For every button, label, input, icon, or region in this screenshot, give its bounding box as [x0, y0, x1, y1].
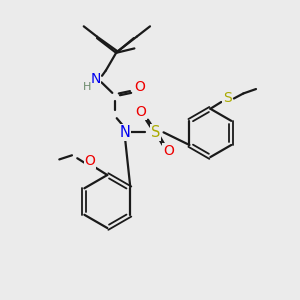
- Text: N: N: [119, 125, 130, 140]
- Text: N: N: [90, 72, 101, 86]
- Text: O: O: [136, 105, 147, 119]
- Text: O: O: [134, 80, 145, 94]
- Text: O: O: [163, 144, 174, 158]
- Text: S: S: [223, 91, 232, 105]
- Text: H: H: [83, 82, 92, 92]
- Text: S: S: [151, 125, 160, 140]
- Text: O: O: [84, 154, 95, 168]
